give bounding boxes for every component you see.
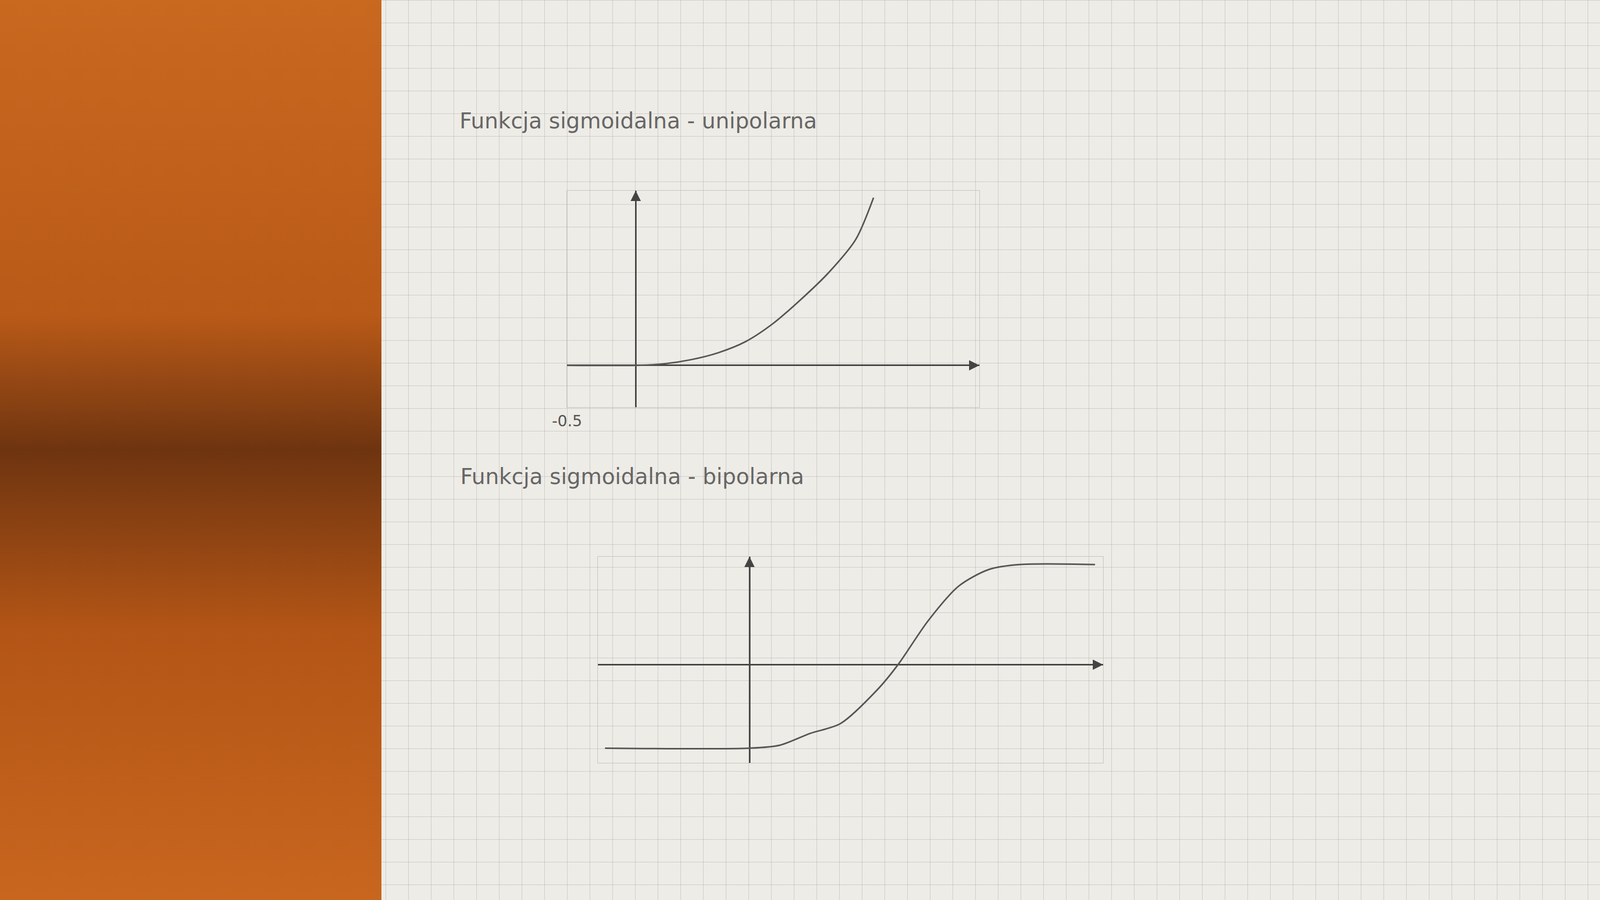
svg-text:-0.5: -0.5 bbox=[552, 411, 583, 430]
svg-text:Funkcja sigmoidalna - unipolar: Funkcja sigmoidalna - unipolarna bbox=[459, 108, 818, 134]
svg-text:Funkcja sigmoidalna - bipolarn: Funkcja sigmoidalna - bipolarna bbox=[460, 463, 805, 490]
